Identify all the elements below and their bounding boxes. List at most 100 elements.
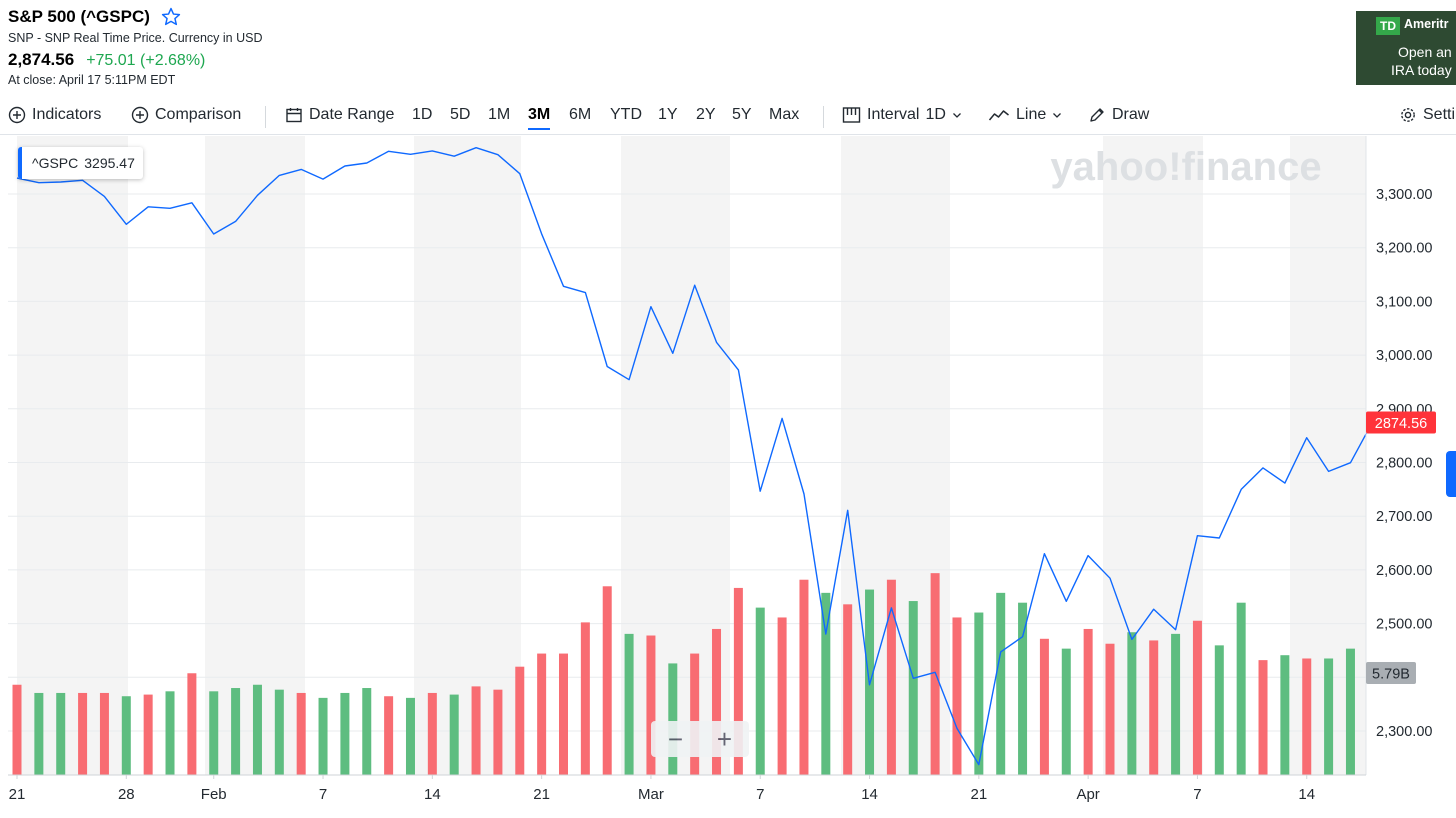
volume-bar xyxy=(1192,620,1202,775)
zoom-control: − + xyxy=(651,721,749,757)
gear-icon xyxy=(1401,108,1415,122)
last-price-label: 2874.56 xyxy=(1375,416,1427,432)
volume-bar xyxy=(405,697,415,775)
indicators-button[interactable]: Indicators xyxy=(8,106,101,124)
interval-value: 1D xyxy=(925,106,946,123)
volume-bar xyxy=(646,635,656,775)
price-chart[interactable]: yahoo!finance 2,300.00 2,500.00 2,600.00 2,7… xyxy=(0,136,1456,818)
last-price-box xyxy=(1366,411,1436,434)
zoom-out-button[interactable]: − xyxy=(667,723,684,754)
ad-brand: Ameritr xyxy=(1404,17,1449,31)
volume-bar xyxy=(515,666,525,775)
volume-bar xyxy=(712,628,722,775)
date-range-button[interactable]: Date Range xyxy=(285,106,394,124)
volume-bar xyxy=(99,692,109,775)
volume-bar xyxy=(580,622,590,775)
volume-bar xyxy=(733,587,743,775)
zoom-in-button[interactable]: + xyxy=(716,723,733,754)
x-tick-label: 7 xyxy=(1193,786,1201,803)
chart-type-label: Line xyxy=(1016,106,1047,123)
volume-bar xyxy=(471,686,481,775)
volume-bar xyxy=(78,692,88,775)
x-tick-label: 21 xyxy=(970,786,987,803)
close-time: At close: April 17 5:11PM EDT xyxy=(8,73,176,87)
volume-bar xyxy=(886,579,896,775)
volume-bar xyxy=(1039,638,1049,775)
x-tick-label: Apr xyxy=(1076,786,1099,803)
volume-bar xyxy=(1214,645,1224,775)
volume-bar xyxy=(952,617,962,775)
volume-bar xyxy=(755,607,765,775)
interval-label: Interval xyxy=(867,106,920,123)
volume-label: 5.79B xyxy=(1372,667,1410,683)
week-band xyxy=(205,136,305,775)
settings-label: Settings xyxy=(1423,106,1456,123)
range-1y[interactable]: 1Y xyxy=(658,106,678,123)
range-5d[interactable]: 5D xyxy=(450,106,471,123)
x-tick-label: 14 xyxy=(861,786,878,803)
volume-bar xyxy=(318,697,328,775)
volume-bar xyxy=(1236,602,1246,775)
volume-bar xyxy=(996,592,1006,775)
x-tick-label: Feb xyxy=(201,786,227,803)
price-change: +75.01 (+2.68%) xyxy=(86,52,206,69)
tooltip-symbol: ^GSPC xyxy=(32,155,79,171)
range-max[interactable]: Max xyxy=(769,106,800,123)
week-band xyxy=(17,136,128,775)
quote-subtitle: SNP - SNP Real Time Price. Currency in U… xyxy=(8,31,263,45)
volume-bar xyxy=(559,653,568,775)
volume-bar xyxy=(12,684,22,775)
volume-bar xyxy=(668,663,678,775)
settings-button[interactable]: Settings xyxy=(1399,106,1456,124)
volume-bar xyxy=(843,604,853,775)
draw-button[interactable]: Draw xyxy=(1088,106,1149,124)
volume-bar xyxy=(187,673,197,775)
chevron-down-icon xyxy=(952,113,961,118)
plus-circle-icon xyxy=(131,106,149,124)
series-tooltip: ^GSPC 3295.47 xyxy=(18,147,143,179)
y-tick-label: 2,700.00 xyxy=(1376,509,1432,525)
comparison-button[interactable]: Comparison xyxy=(131,106,241,124)
volume-bar xyxy=(1018,602,1028,775)
range-ytd[interactable]: YTD xyxy=(610,106,642,123)
volume-bar xyxy=(1280,655,1290,775)
ad-line-1: Open an xyxy=(1398,44,1452,60)
volume-label-box xyxy=(1366,662,1416,684)
star-icon[interactable] xyxy=(160,6,182,28)
chevron-down-icon xyxy=(1053,113,1062,118)
volume-bar xyxy=(449,694,459,775)
page-title: S&P 500 (^GSPC) xyxy=(8,7,150,26)
volume-bar xyxy=(296,692,306,775)
volume-bar xyxy=(1149,640,1159,775)
range-5y[interactable]: 5Y xyxy=(732,106,752,123)
volume-bar xyxy=(602,586,612,775)
volume-bar xyxy=(209,691,219,775)
range-1m[interactable]: 1M xyxy=(488,106,511,123)
x-tick-label: 21 xyxy=(533,786,550,803)
volume-bar xyxy=(56,692,66,775)
toolbar-divider xyxy=(265,106,266,128)
range-1d[interactable]: 1D xyxy=(412,106,433,123)
calendar-icon xyxy=(286,108,302,123)
pencil-icon xyxy=(1090,108,1104,122)
volume-bar xyxy=(1258,660,1268,775)
volume-bar xyxy=(340,692,350,775)
chart-type-dropdown[interactable]: Line xyxy=(988,106,1062,124)
volume-bar xyxy=(1345,648,1355,775)
range-3m[interactable]: 3M xyxy=(528,106,551,130)
range-6m[interactable]: 6M xyxy=(569,106,592,123)
volume-bar xyxy=(777,617,787,775)
interval-dropdown[interactable]: Interval 1D xyxy=(842,106,962,124)
range-2y[interactable]: 2Y xyxy=(696,106,716,123)
volume-bar xyxy=(908,601,918,775)
volume-bar xyxy=(384,696,394,775)
volume-bar xyxy=(1083,628,1093,775)
volume-bar xyxy=(974,612,984,775)
ad-banner[interactable]: TD Ameritr Open an IRA today xyxy=(1356,11,1456,85)
series-color-marker xyxy=(18,147,22,179)
volume-bar xyxy=(1127,632,1137,775)
volume-bar xyxy=(537,653,547,775)
y-tick-label: 3,000.00 xyxy=(1376,348,1432,364)
panel-toggle-handle[interactable] xyxy=(1446,451,1456,497)
volume-bar xyxy=(252,684,262,775)
